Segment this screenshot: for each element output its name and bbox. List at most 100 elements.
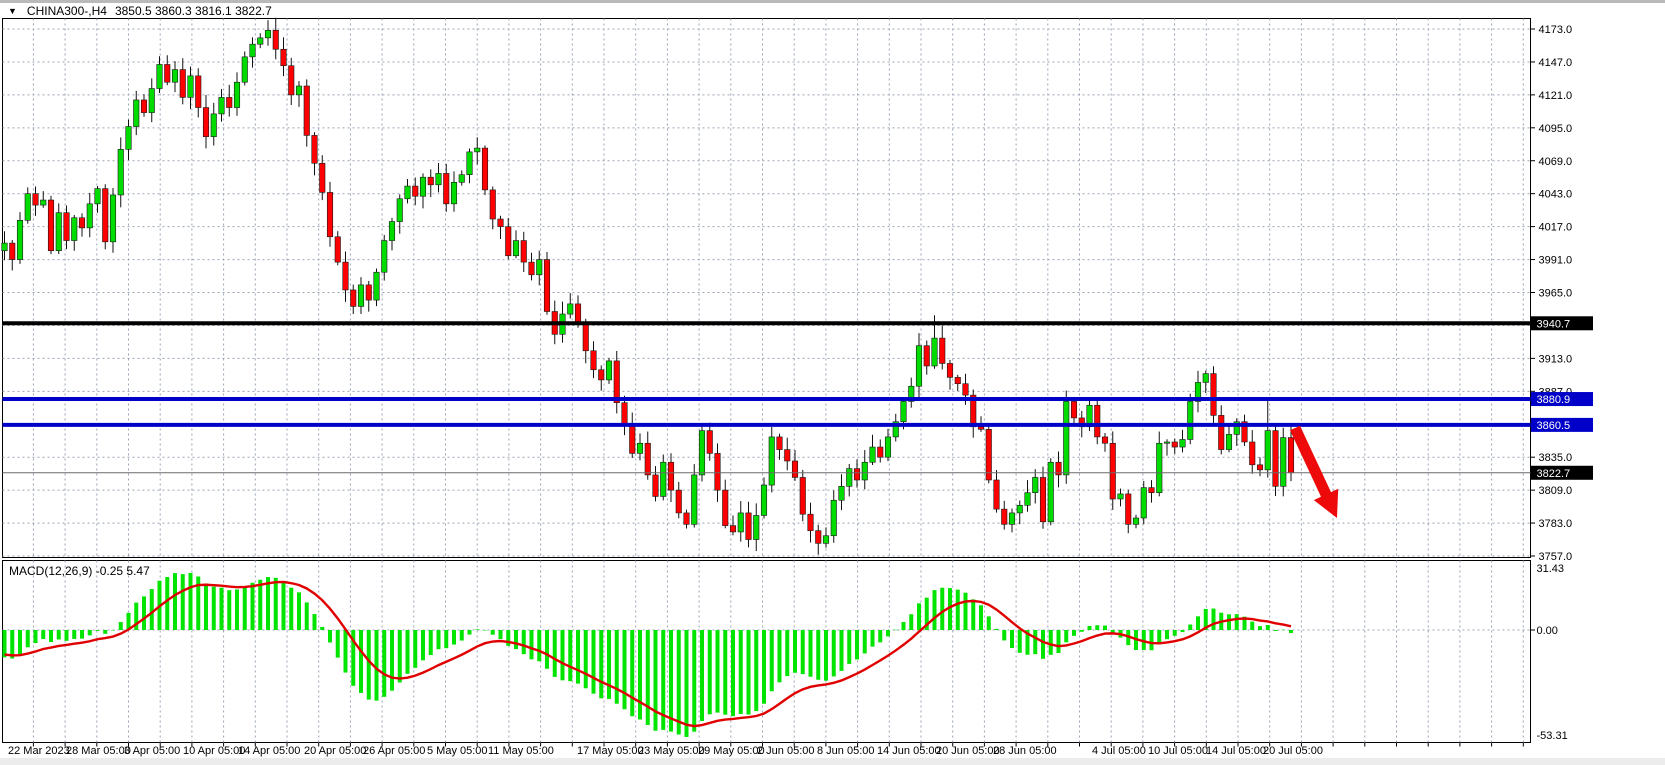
candle [784,449,791,462]
candle [280,48,287,67]
candle [1171,441,1178,448]
candle [884,436,892,458]
candle [675,489,682,514]
candle [1194,382,1202,402]
candle [1047,461,1054,523]
candle [125,126,132,150]
macd-bar [1048,630,1053,655]
macd-bar [793,630,797,673]
candle [1140,487,1147,519]
candle [148,88,155,113]
macd-bar [64,630,69,641]
macd-bar [273,577,278,630]
candle [1280,437,1287,487]
price-axis-label: 4095.0 [1539,123,1573,135]
macd-bar [731,630,735,717]
candle [652,474,659,497]
macd-bar [297,592,301,630]
macd-bar [328,630,332,643]
candles-layer[interactable] [1,29,1295,544]
macd-bar [986,616,991,630]
candle [1039,477,1047,523]
price-line-label: 3822.7 [1537,468,1571,480]
macd-bar [25,630,30,648]
price-line-label-box [1531,465,1593,480]
candle [691,474,698,525]
macd-bar [940,587,945,630]
candle [908,385,915,402]
macd-bar [545,630,549,669]
candle [931,337,938,367]
candle [86,203,93,229]
macd-bar [692,630,697,732]
candle [1241,421,1248,443]
candle [303,85,310,136]
macd-bar [366,630,371,700]
candle [954,377,961,385]
candle [598,369,605,381]
candle [1132,517,1140,525]
macd-bar [893,629,898,631]
macd-bar [390,630,394,691]
candle [1094,404,1101,438]
candle [815,530,822,544]
macd-bar [1227,614,1231,630]
macd-bar [746,630,751,715]
bottom-strip [0,758,1665,765]
macd-bar [552,630,557,677]
time-axis-label: 8 Jun 05:00 [817,745,875,757]
candle [520,240,527,263]
candle [605,360,613,381]
price-axis-label: 3783.0 [1539,518,1573,530]
macd-bar [1172,630,1177,636]
candle [1125,493,1132,525]
macd-bar [1234,614,1239,630]
macd-bar [1041,630,1045,659]
macd-bar [707,630,712,715]
macd-bar [1017,630,1022,653]
macd-bar [506,630,511,646]
candle [977,426,985,430]
candle [102,188,109,243]
candle [745,512,752,540]
time-axis-label: 20 Jun 05:00 [936,745,1000,757]
price-axis-label: 3757.0 [1539,551,1573,563]
macd-bar [281,581,286,630]
candle [1218,415,1225,450]
time-axis-label: 3 Apr 05:00 [124,745,180,757]
macd-bar [762,630,766,704]
macd-bar [878,630,883,643]
macd-bar [669,630,673,732]
macd-bar [785,630,790,677]
macd-bar [676,630,681,735]
macd-bar [165,576,170,630]
macd-bar [738,630,743,714]
symbol-period-label: CHINA300-,H4 [26,3,107,18]
candle [1024,492,1031,506]
candle [822,535,830,544]
candle [458,174,465,183]
time-axis-label: 14 Jun 05:00 [877,745,941,757]
macd-bar [638,630,642,720]
macd-bar [118,622,123,630]
candle [543,259,551,312]
candle [164,64,171,83]
candle [55,212,62,251]
macd-bar [769,630,774,692]
candle [288,65,295,96]
candle [474,147,481,153]
candle [365,284,372,301]
macd-bar [266,577,270,630]
macd-bar [1002,630,1007,641]
macd-bar [886,630,890,637]
macd-bar [979,605,983,630]
macd-bar [10,630,15,659]
macd-bar [444,630,449,649]
candle [1016,505,1023,514]
macd-bar [831,630,836,677]
candle [1101,436,1109,444]
macd-bar [142,596,146,630]
symbol-dropdown-icon[interactable]: ▼ [8,5,17,16]
down-arrow-annotation[interactable] [1290,425,1339,518]
